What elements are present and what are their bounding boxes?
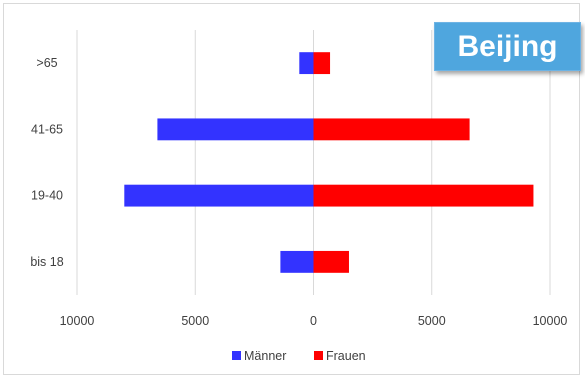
category-label-3: bis 18 [30, 255, 63, 269]
chart-title-badge: Beijing [434, 22, 581, 71]
bar-mnner-2 [124, 184, 314, 207]
bar-frauen-0 [313, 52, 331, 75]
bar-frauen-2 [313, 184, 534, 207]
bar-frauen-1 [313, 118, 470, 141]
bar-mnner-3 [280, 250, 314, 273]
legend-label-1: Frauen [326, 349, 366, 363]
legend-label-0: Männer [244, 349, 286, 363]
category-label-2: 19-40 [31, 189, 63, 203]
legend-swatch-0 [232, 351, 241, 360]
bar-mnner-1 [157, 118, 314, 141]
chart-title: Beijing [457, 29, 558, 63]
bar-mnner-0 [299, 52, 314, 75]
x-tick-label-2: 0 [310, 314, 317, 328]
x-tick-label-1: 5000 [181, 314, 209, 328]
x-tick-label-0: 10000 [60, 314, 95, 328]
legend-swatch-1 [314, 351, 323, 360]
x-tick-label-3: 5000 [418, 314, 446, 328]
category-label-1: 41-65 [31, 122, 63, 136]
bar-frauen-3 [313, 250, 349, 273]
category-label-0: >65 [36, 56, 57, 70]
x-tick-label-4: 10000 [533, 314, 568, 328]
